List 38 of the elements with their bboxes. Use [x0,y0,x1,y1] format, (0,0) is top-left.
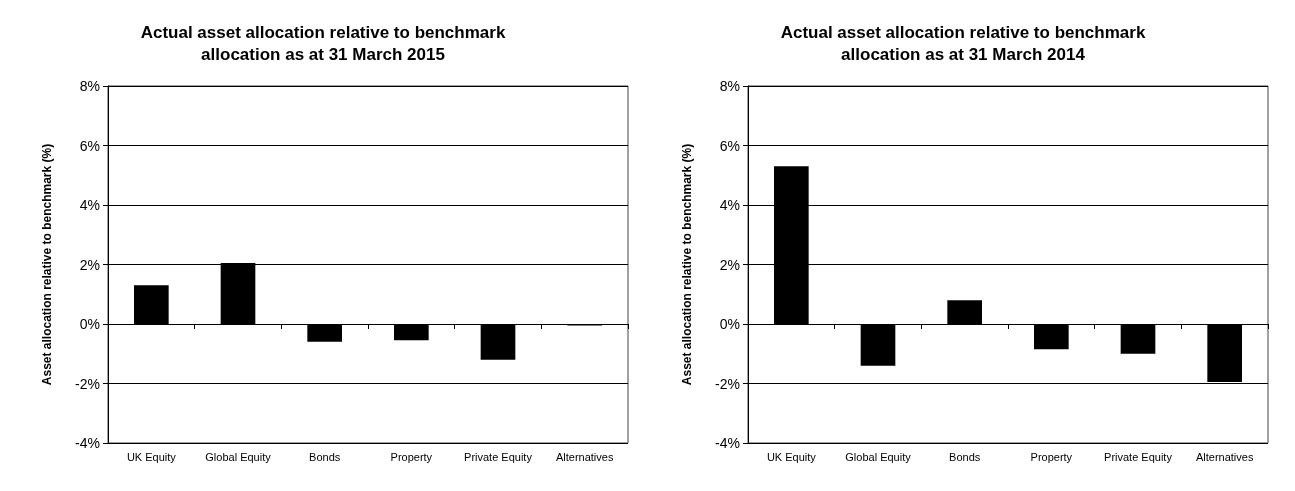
y-tick-label: 4% [79,197,100,213]
y-tick-label: -2% [715,375,740,392]
bar [134,285,169,324]
chart-title: Actual asset allocation relative to benchmark allocation as at 31 March 2015 [140,22,506,64]
y-tick-label: -4% [75,435,100,451]
bar [480,324,516,360]
x-tick-label: Private Equity [1104,450,1173,463]
bar [1034,324,1069,350]
x-tick-label: Global Equity [845,450,912,463]
y-tick-label: 0% [719,316,740,332]
x-tick-label: Alternatives [1195,450,1254,463]
y-axis-title: Asset allocation relative to benchmark (%) [40,143,54,386]
y-tick-label: 8% [79,78,100,94]
x-tick-label: Bonds [309,450,341,463]
y-axis-title: Asset allocation relative to benchmark (%) [680,143,694,386]
y-tick-label: 2% [719,256,740,273]
y-tick-label: 4% [719,197,740,213]
x-tick-label: Private Equity [464,450,533,463]
x-tick-label: UK Equity [126,450,177,463]
y-tick-label: 0% [79,316,100,332]
bar [860,324,896,366]
y-tick-label: 8% [719,78,740,94]
chart-title: Actual asset allocation relative to benchmark allocation as at 31 March 2014 [780,22,1146,64]
y-tick-label: 6% [719,137,740,154]
y-tick-label: -4% [715,435,740,451]
y-tick-label: -2% [75,375,100,392]
x-tick-label: Alternatives [555,450,614,463]
x-tick-label: UK Equity [766,450,817,463]
bar [394,324,429,341]
bar [1120,324,1156,354]
x-tick-label: Property [390,450,433,463]
y-tick-label: 6% [79,137,100,154]
x-tick-label: Global Equity [205,450,272,463]
x-tick-label: Bonds [949,450,981,463]
bar [307,324,342,342]
bar [947,300,982,324]
x-tick-label: Property [1030,450,1073,463]
y-tick-label: 2% [79,256,100,273]
